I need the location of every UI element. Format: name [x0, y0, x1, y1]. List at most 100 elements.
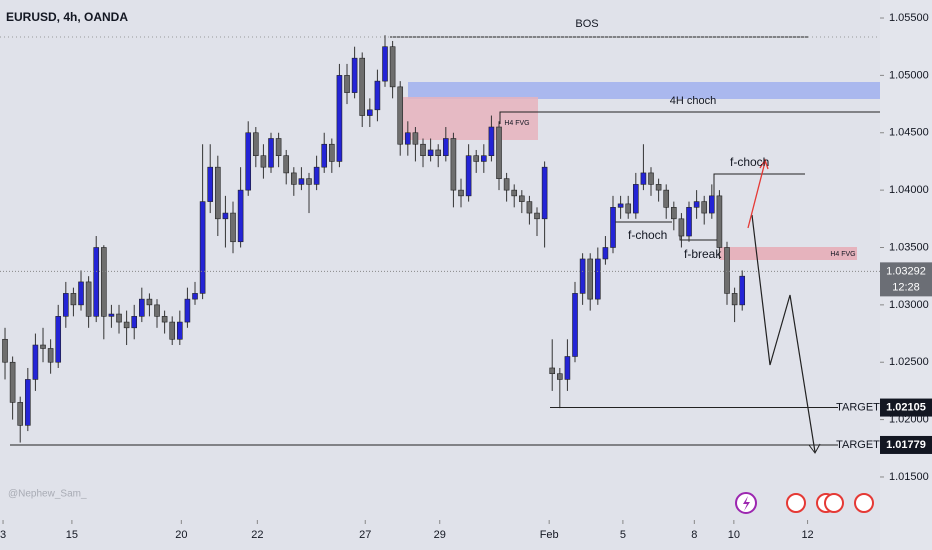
candle-body — [207, 166, 214, 202]
candle-body — [534, 212, 540, 220]
candle-body — [473, 155, 480, 162]
event-icon-bolt — [743, 496, 750, 511]
marks — [2, 35, 746, 443]
candle-body — [374, 80, 381, 111]
candle-body — [671, 207, 677, 220]
candle-body — [222, 212, 229, 220]
annotation: BOS — [575, 18, 598, 30]
candle-body — [329, 143, 335, 162]
candle-body — [2, 338, 8, 363]
candle-body — [253, 132, 259, 157]
target-price-box — [880, 398, 932, 417]
candle-body — [215, 166, 221, 220]
candle-body — [716, 195, 723, 248]
candle-body — [503, 178, 510, 191]
candle-body — [108, 313, 115, 317]
candle-body — [306, 178, 312, 185]
candle-body — [731, 293, 738, 306]
candle-body — [131, 316, 138, 329]
candle-body — [367, 109, 373, 116]
candle-body — [557, 373, 563, 380]
candle-body — [389, 46, 396, 88]
fvg-zone — [400, 97, 538, 140]
y-tick-label: 1.03000 — [889, 299, 929, 311]
candle-body — [511, 189, 518, 197]
candle-body — [101, 247, 107, 317]
candle-body — [526, 201, 533, 214]
candle-body — [458, 189, 464, 197]
x-tick-label: 20 — [175, 529, 187, 541]
x-tick-label: 29 — [434, 529, 446, 541]
candle-body — [291, 172, 297, 185]
red-arrow — [747, 161, 766, 229]
candle-body — [633, 184, 639, 214]
candle-body — [63, 293, 69, 317]
candle-body — [192, 293, 198, 300]
candle-body — [397, 86, 404, 145]
candle-body — [55, 316, 62, 363]
candle-body — [123, 321, 130, 329]
candle-body — [237, 189, 244, 243]
choch-zone — [408, 82, 880, 99]
candle-body — [496, 126, 502, 179]
choch-line — [499, 111, 880, 124]
candle-body — [154, 304, 160, 317]
y-tick-label: 1.01500 — [889, 471, 929, 483]
candle-body — [739, 275, 746, 306]
fvg-zone — [720, 247, 857, 260]
target-label: TARGET — [836, 439, 880, 451]
projection-arrow — [808, 443, 821, 454]
candle-body — [655, 184, 662, 191]
projection — [751, 214, 816, 453]
candle-body — [230, 212, 236, 243]
y-tick-label: 1.03500 — [889, 241, 929, 253]
candle-body — [268, 138, 274, 168]
candle-body — [321, 143, 328, 168]
candle-body — [70, 293, 77, 306]
candle-body — [617, 203, 624, 208]
candle-body — [298, 178, 305, 185]
candle-body — [47, 348, 54, 363]
x-tick-label: 10 — [728, 529, 740, 541]
candle-body — [184, 298, 191, 323]
candle-body — [382, 46, 388, 82]
candle-body — [481, 155, 487, 162]
candle-body — [602, 247, 609, 260]
x-tick-label: 3 — [0, 529, 6, 541]
candle-body — [724, 247, 730, 294]
candle-body — [359, 57, 366, 116]
candle-body — [420, 143, 426, 157]
candle-body — [663, 189, 670, 208]
candle-body — [625, 203, 632, 214]
candle-body — [564, 356, 571, 380]
candle-body — [435, 149, 442, 157]
candle-body — [701, 201, 708, 214]
candle-body — [610, 207, 616, 248]
event-icon[interactable] — [824, 493, 844, 513]
x-tick-label: 8 — [691, 529, 697, 541]
candle-body — [40, 344, 46, 349]
candle-body — [450, 138, 457, 191]
x-tick-label: 12 — [801, 529, 813, 541]
candle-body — [283, 155, 290, 174]
candle-body — [336, 75, 343, 162]
candle-body — [139, 298, 145, 317]
candle-body — [579, 258, 586, 294]
annotation: f-choch — [628, 228, 667, 242]
candle-body — [572, 293, 578, 357]
candle-body — [17, 402, 24, 426]
target-label: TARGET — [836, 401, 880, 413]
y-tick-label: 1.05500 — [889, 12, 929, 24]
y-tick-label: 1.04500 — [889, 127, 929, 139]
candle-body — [78, 281, 84, 306]
x-tick-label: 22 — [251, 529, 263, 541]
candle-body — [541, 166, 548, 220]
candle-body — [85, 281, 92, 317]
fchoch-line — [713, 173, 805, 205]
candle-body — [405, 132, 411, 145]
x-tick-label: 27 — [359, 529, 371, 541]
event-icon[interactable] — [854, 493, 874, 513]
event-icon[interactable] — [786, 493, 806, 513]
chart-title: EURUSD, 4h, OANDA — [6, 10, 128, 24]
